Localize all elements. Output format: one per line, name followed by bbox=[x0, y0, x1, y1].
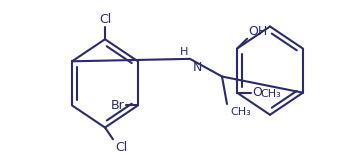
Text: H: H bbox=[179, 47, 188, 57]
Text: Cl: Cl bbox=[99, 14, 111, 27]
Text: CH₃: CH₃ bbox=[260, 89, 281, 99]
Text: Cl: Cl bbox=[115, 141, 127, 154]
Text: N: N bbox=[193, 61, 202, 74]
Text: CH₃: CH₃ bbox=[230, 107, 251, 117]
Text: Br: Br bbox=[111, 99, 125, 112]
Text: O: O bbox=[252, 86, 262, 99]
Text: OH: OH bbox=[248, 25, 267, 38]
